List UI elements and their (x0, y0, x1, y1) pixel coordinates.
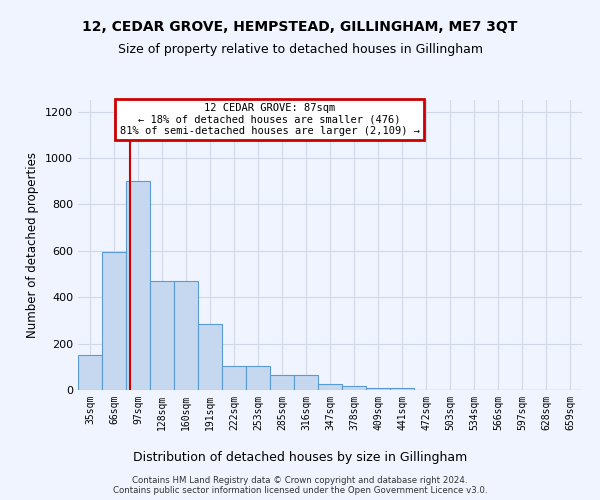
Bar (102, 252, 126, 390)
Bar (222, 366, 246, 390)
Bar (78, 355, 102, 390)
Bar (246, 366, 270, 390)
Text: Size of property relative to detached houses in Gillingham: Size of property relative to detached ho… (118, 42, 482, 56)
Bar (270, 376, 294, 390)
Bar (198, 324, 222, 390)
Bar (174, 281, 198, 390)
Bar (318, 384, 342, 390)
Bar (390, 388, 414, 390)
Bar (150, 281, 174, 390)
Text: 12 CEDAR GROVE: 87sqm
← 18% of detached houses are smaller (476)
81% of semi-det: 12 CEDAR GROVE: 87sqm ← 18% of detached … (119, 103, 419, 136)
Bar (294, 376, 318, 390)
Text: 12, CEDAR GROVE, HEMPSTEAD, GILLINGHAM, ME7 3QT: 12, CEDAR GROVE, HEMPSTEAD, GILLINGHAM, … (82, 20, 518, 34)
Text: Contains HM Land Registry data © Crown copyright and database right 2024.
Contai: Contains HM Land Registry data © Crown c… (113, 476, 487, 495)
Y-axis label: Number of detached properties: Number of detached properties (26, 152, 40, 338)
Text: Distribution of detached houses by size in Gillingham: Distribution of detached houses by size … (133, 451, 467, 464)
Bar (126, 181, 150, 390)
Bar (342, 386, 366, 390)
Bar (366, 388, 390, 390)
